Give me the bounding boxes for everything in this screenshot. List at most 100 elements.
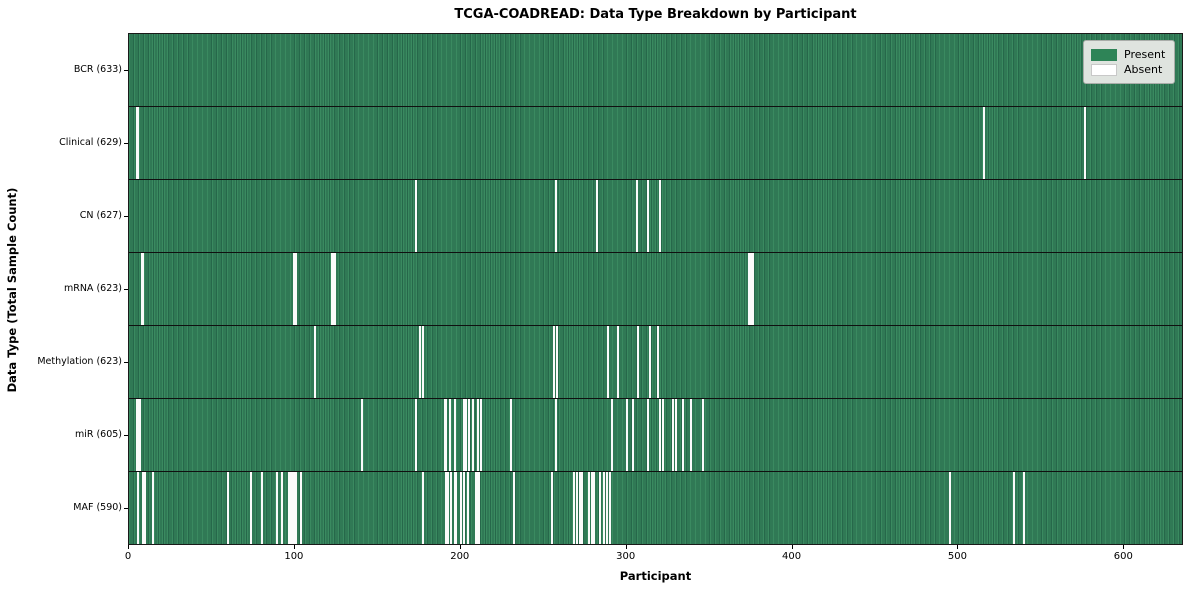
- x-tick-mark: [625, 545, 627, 549]
- absent-stripe: [463, 399, 466, 471]
- absent-stripe: [466, 472, 469, 544]
- present-swatch-icon: [1091, 48, 1117, 61]
- row-band-cn: [129, 180, 1182, 253]
- absent-stripe: [552, 326, 555, 398]
- absent-stripe: [675, 399, 678, 471]
- absent-stripe: [475, 472, 478, 544]
- y-tick-label-clinical: Clinical (629): [59, 136, 122, 148]
- absent-stripe: [476, 472, 479, 544]
- absent-stripe: [332, 253, 335, 325]
- absent-stripe: [226, 472, 229, 544]
- x-tick-mark: [791, 545, 793, 549]
- absent-stripe: [632, 399, 635, 471]
- present-fill: [129, 472, 1182, 544]
- y-tick-label-methylation: Methylation (623): [37, 356, 122, 368]
- row-band-mir: [129, 399, 1182, 472]
- absent-stripe: [1023, 472, 1026, 544]
- x-tick-mark: [459, 545, 461, 549]
- absent-stripe: [289, 472, 292, 544]
- absent-stripe: [1013, 472, 1016, 544]
- absent-stripe: [152, 472, 155, 544]
- absent-stripe: [330, 253, 333, 325]
- y-tick-label-mrna: mRNA (623): [63, 283, 122, 294]
- absent-stripe: [142, 253, 145, 325]
- absent-stripe: [135, 107, 138, 179]
- absent-stripe: [605, 472, 608, 544]
- absent-stripe: [551, 472, 554, 544]
- absent-stripe: [648, 326, 651, 398]
- x-axis-label: Participant: [619, 569, 692, 583]
- absent-stripe: [137, 472, 140, 544]
- absent-stripe: [672, 399, 675, 471]
- y-tick-mark: [124, 142, 128, 144]
- absent-stripe: [468, 399, 471, 471]
- absent-stripe: [478, 472, 481, 544]
- legend-item-absent: Absent: [1091, 63, 1167, 76]
- absent-stripe: [314, 326, 317, 398]
- plot-area: [128, 33, 1183, 545]
- absent-stripe: [610, 399, 613, 471]
- absent-stripe: [142, 472, 145, 544]
- absent-stripe: [276, 472, 279, 544]
- present-fill: [129, 326, 1182, 398]
- absent-stripe: [983, 107, 986, 179]
- absent-swatch-icon: [1091, 63, 1117, 76]
- absent-stripe: [137, 107, 140, 179]
- absent-stripe: [418, 326, 421, 398]
- x-tick-label-500: 500: [947, 551, 967, 562]
- y-tick-mark: [124, 435, 128, 437]
- legend-label-absent: Absent: [1124, 63, 1163, 76]
- x-tick-label-100: 100: [284, 551, 304, 562]
- y-tick-mark: [124, 215, 128, 217]
- row-band-maf: [129, 472, 1182, 544]
- legend-label-present: Present: [1124, 48, 1166, 61]
- present-fill: [129, 180, 1182, 252]
- absent-stripe: [602, 472, 605, 544]
- row-band-clinical: [129, 107, 1182, 180]
- absent-stripe: [751, 253, 754, 325]
- absent-stripe: [635, 180, 638, 252]
- row-band-methylation: [129, 326, 1182, 399]
- absent-stripe: [658, 399, 661, 471]
- absent-stripe: [749, 253, 752, 325]
- absent-stripe: [1084, 107, 1087, 179]
- x-tick-mark: [1123, 545, 1125, 549]
- absent-stripe: [554, 399, 557, 471]
- x-tick-mark: [293, 545, 295, 549]
- absent-stripe: [556, 326, 559, 398]
- absent-stripe: [448, 399, 451, 471]
- x-tick-label-0: 0: [124, 551, 132, 562]
- absent-stripe: [446, 472, 449, 544]
- y-tick-label-mir: miR (605): [74, 429, 122, 441]
- absent-stripe: [334, 253, 337, 325]
- legend-item-present: Present: [1091, 48, 1167, 61]
- legend: Present Absent: [1083, 40, 1175, 84]
- absent-stripe: [281, 472, 284, 544]
- absent-stripe: [471, 399, 474, 471]
- y-tick-label-bcr: BCR (633): [73, 63, 122, 75]
- x-tick-label-400: 400: [781, 551, 802, 562]
- absent-stripe: [609, 472, 612, 544]
- x-tick-mark: [957, 545, 959, 549]
- absent-stripe: [445, 399, 448, 471]
- chart-title: TCGA-COADREAD: Data Type Breakdown by Pa…: [454, 7, 857, 22]
- absent-stripe: [592, 472, 595, 544]
- absent-stripe: [463, 472, 466, 544]
- y-tick-mark: [124, 69, 128, 71]
- absent-stripe: [450, 472, 453, 544]
- row-band-mrna: [129, 253, 1182, 326]
- absent-stripe: [647, 399, 650, 471]
- absent-stripe: [509, 399, 512, 471]
- absent-stripe: [422, 472, 425, 544]
- absent-stripe: [287, 472, 290, 544]
- x-tick-label-200: 200: [450, 551, 470, 562]
- absent-stripe: [422, 326, 425, 398]
- absent-stripe: [572, 472, 575, 544]
- absent-stripe: [415, 399, 418, 471]
- absent-stripe: [299, 472, 302, 544]
- absent-stripe: [701, 399, 704, 471]
- absent-stripe: [135, 399, 138, 471]
- absent-stripe: [476, 399, 479, 471]
- y-tick-mark: [124, 289, 128, 290]
